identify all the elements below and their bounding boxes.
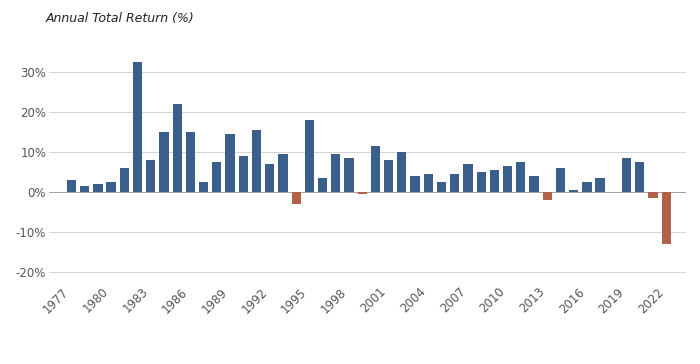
Bar [556, 168, 565, 192]
Bar [437, 182, 446, 192]
Bar [410, 176, 420, 192]
Bar [331, 154, 340, 192]
Bar [186, 132, 195, 192]
Bar [344, 158, 354, 192]
Bar [146, 160, 155, 192]
Bar [503, 166, 512, 192]
Bar [225, 134, 234, 192]
Bar [463, 164, 473, 192]
Bar [120, 168, 129, 192]
Bar [252, 130, 261, 192]
Bar [542, 192, 552, 200]
Bar [304, 120, 314, 192]
Bar [648, 192, 657, 198]
Bar [106, 182, 116, 192]
Bar [133, 62, 142, 192]
Bar [66, 180, 76, 192]
Bar [318, 178, 327, 192]
Bar [239, 156, 248, 192]
Bar [291, 192, 301, 204]
Bar [384, 160, 393, 192]
Bar [265, 164, 274, 192]
Bar [596, 178, 605, 192]
Bar [516, 162, 526, 192]
Bar [279, 154, 288, 192]
Bar [622, 158, 631, 192]
Bar [80, 186, 90, 192]
Bar [212, 162, 221, 192]
Bar [424, 174, 433, 192]
Bar [93, 184, 102, 192]
Text: Annual Total Return (%): Annual Total Return (%) [46, 12, 195, 25]
Bar [397, 152, 407, 192]
Bar [371, 146, 380, 192]
Bar [569, 190, 578, 192]
Bar [450, 174, 459, 192]
Bar [662, 192, 671, 244]
Bar [358, 192, 367, 194]
Bar [529, 176, 538, 192]
Bar [173, 104, 182, 192]
Bar [582, 182, 592, 192]
Bar [199, 182, 209, 192]
Bar [490, 170, 499, 192]
Bar [477, 172, 486, 192]
Bar [635, 162, 645, 192]
Bar [160, 132, 169, 192]
